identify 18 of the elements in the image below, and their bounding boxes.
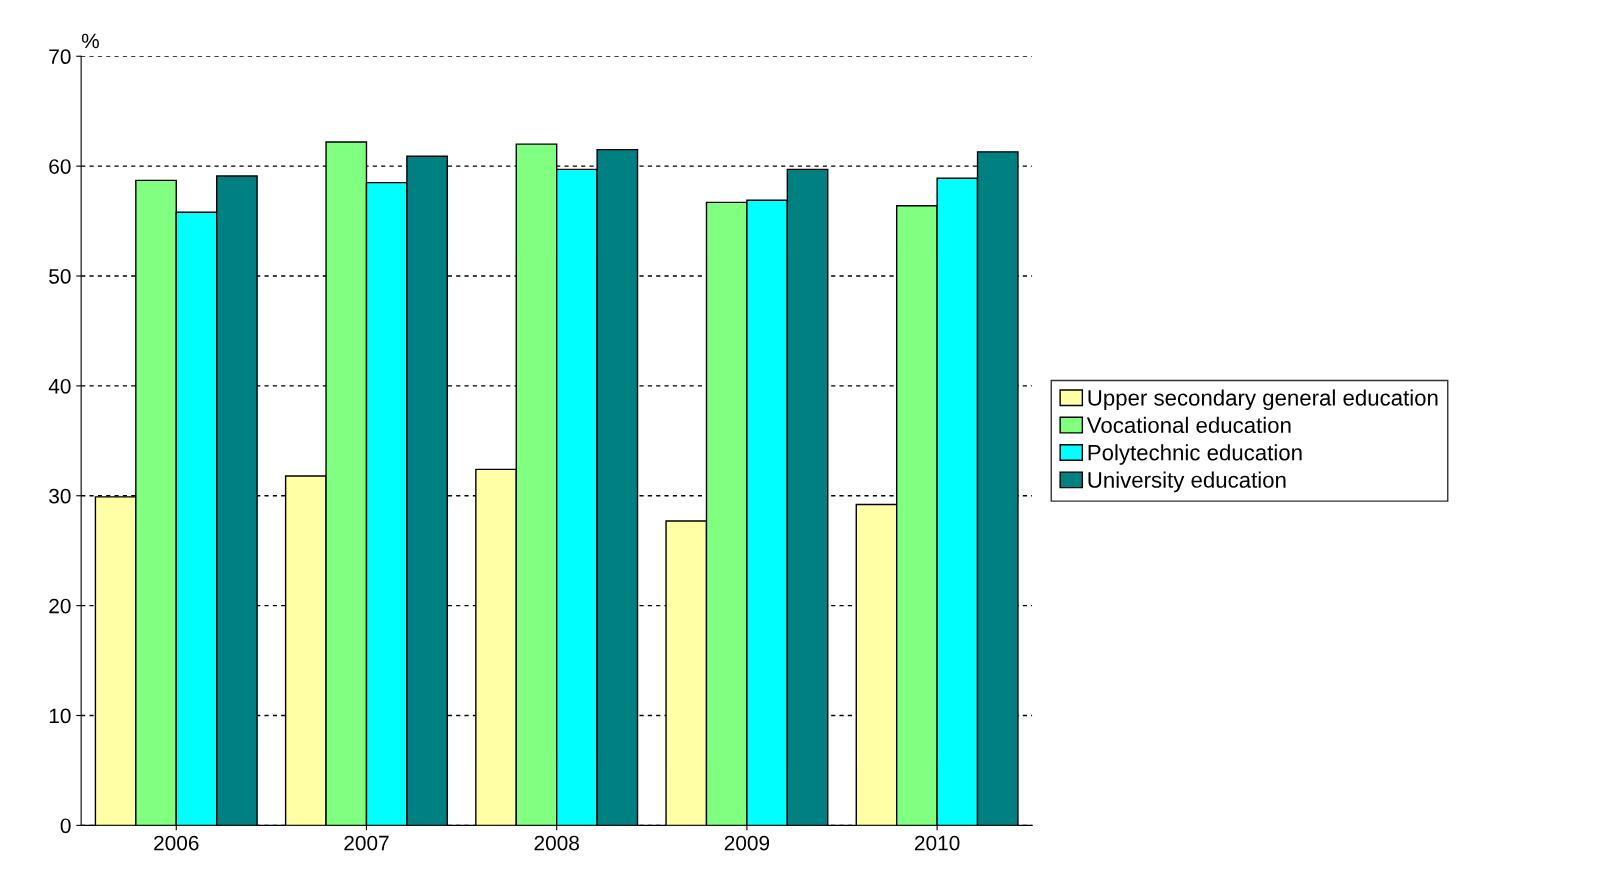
legend-label: Polytechnic education [1088,444,1302,465]
legend-label: Vocational education [1086,416,1291,434]
x-tick-label: 2008 [534,835,579,851]
y-tick-label: 30 [49,488,71,504]
y-axis-title: % [81,33,99,49]
y-tick-label: 70 [49,49,71,65]
y-tick-label: 0 [60,818,71,834]
legend-label: Upper secondary general education [1088,389,1438,411]
x-tick-label: 2009 [724,835,770,851]
x-tick-label: 2010 [915,835,960,851]
y-tick-label: 60 [49,159,71,174]
y-tick-label: 40 [48,378,71,394]
legend-label: University education [1088,471,1286,493]
x-tick-label: 2006 [154,835,199,851]
y-tick-label: 50 [49,269,71,284]
y-tick-label: 10 [49,708,71,724]
x-tick-label: 2007 [344,835,389,851]
y-tick-label: 20 [49,598,71,614]
